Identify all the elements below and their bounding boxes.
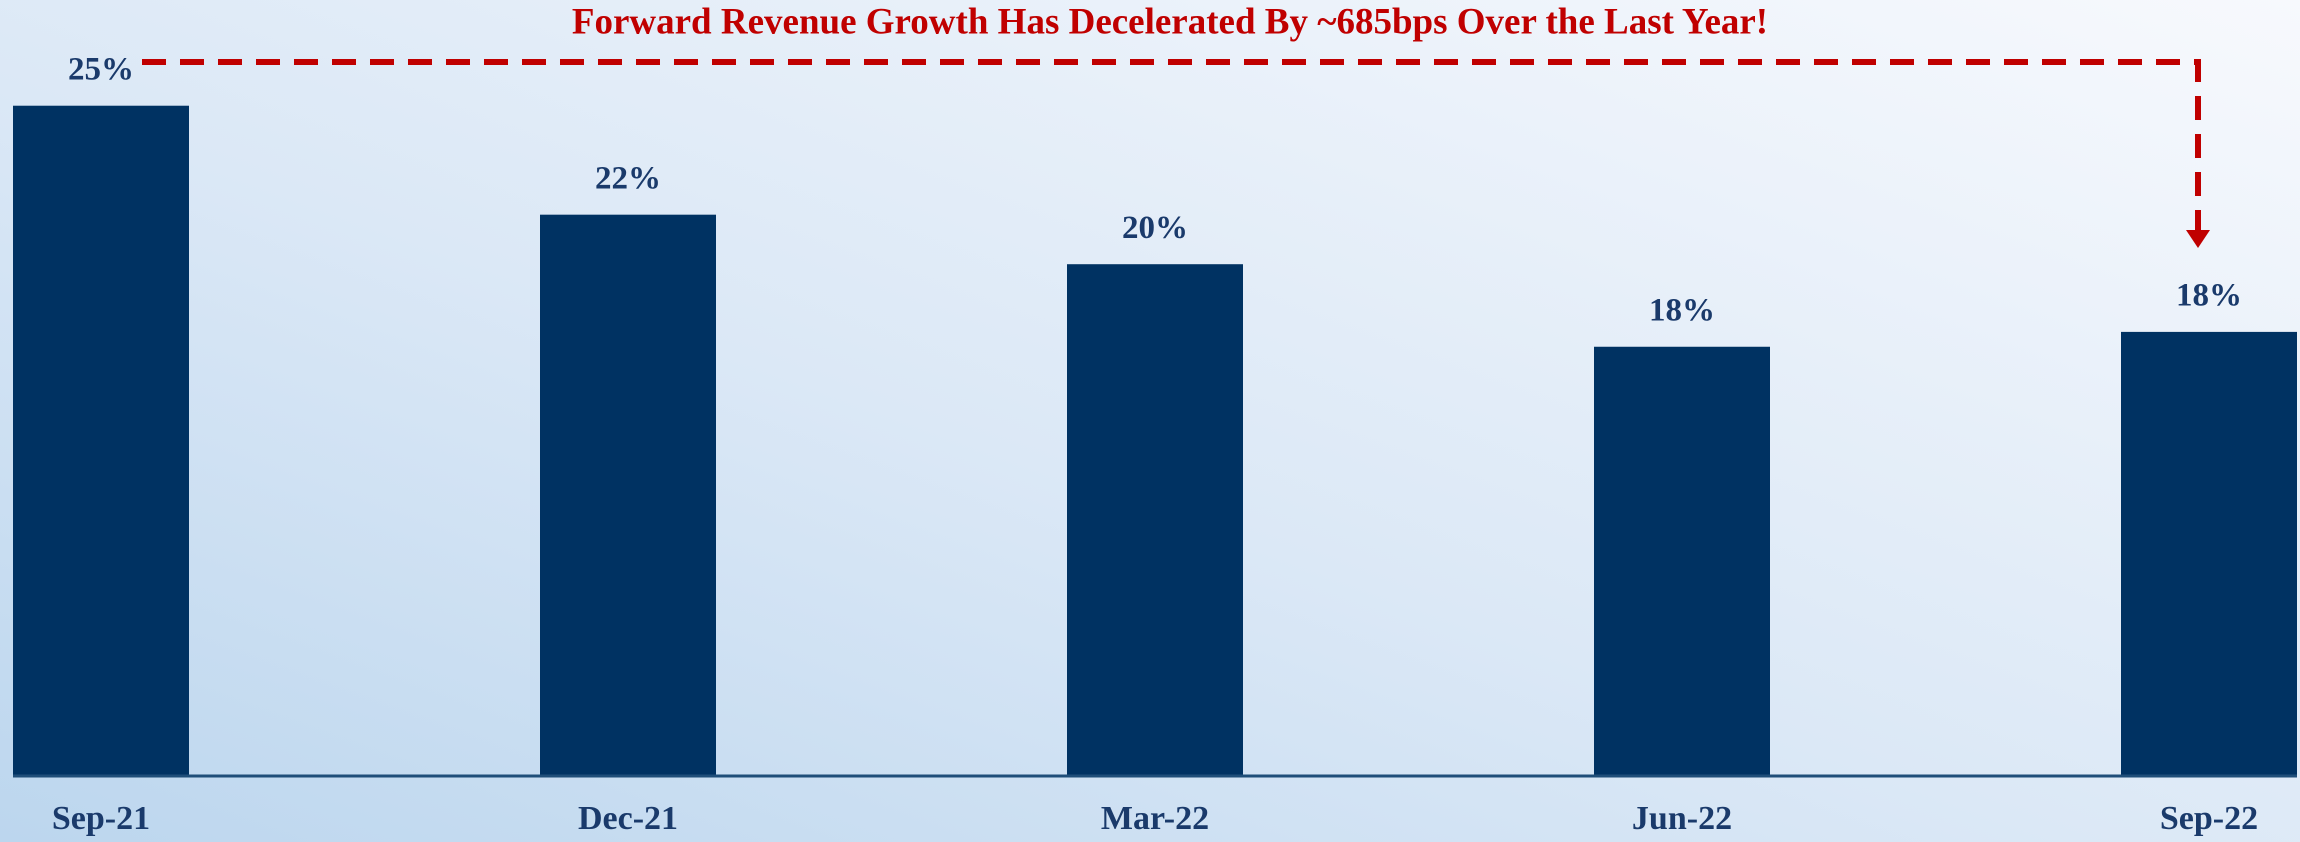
x-tick-label: Sep-22 [2160, 800, 2258, 837]
chart-title: Forward Revenue Growth Has Decelerated B… [572, 1, 1768, 42]
bar [2121, 331, 2297, 776]
x-tick-label: Sep-21 [52, 800, 150, 837]
bar [1067, 264, 1243, 776]
value-label: 25% [68, 51, 134, 87]
bar [540, 214, 716, 776]
value-label: 20% [1122, 210, 1188, 246]
x-tick-label: Dec-21 [578, 800, 678, 837]
bar [13, 105, 189, 776]
x-tick-label: Mar-22 [1101, 800, 1209, 837]
value-label: 18% [2176, 277, 2242, 313]
arrow-head [2186, 230, 2210, 248]
value-label: 22% [595, 160, 661, 196]
bar [1594, 346, 1770, 776]
value-label: 18% [1649, 292, 1715, 328]
x-tick-label: Jun-22 [1632, 800, 1732, 837]
trend-arrow [142, 59, 2201, 232]
